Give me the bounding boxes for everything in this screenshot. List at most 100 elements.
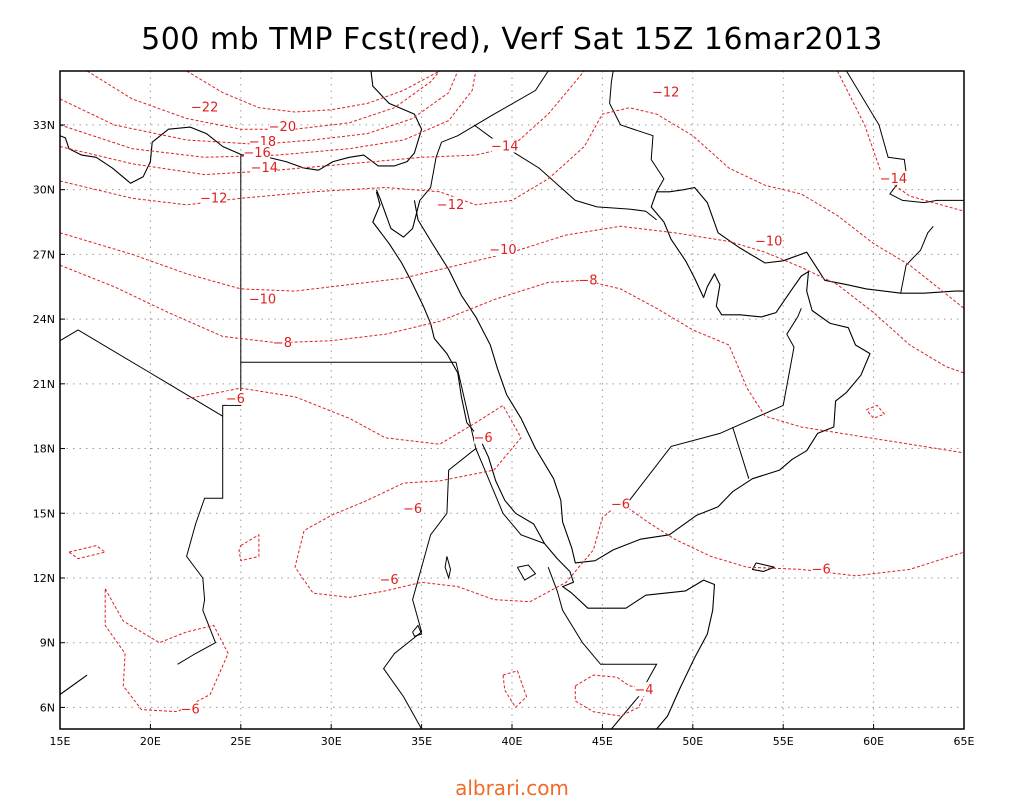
country-border (419, 70, 549, 201)
country-border (629, 308, 802, 501)
contour-label: −12 (437, 198, 464, 213)
coastline (413, 186, 964, 564)
isotherm-contour (574, 674, 649, 717)
contour-label: −6 (379, 573, 398, 588)
contour-label: −6 (226, 392, 245, 407)
contour-label: −6 (812, 562, 831, 577)
contour-label-background (403, 500, 422, 515)
coastline (375, 189, 421, 238)
lon-tick-label: 15E (50, 735, 71, 748)
isotherm-contour (186, 70, 440, 113)
contour-label: −6 (403, 502, 422, 517)
contour-label: −10 (755, 234, 782, 249)
country-border (609, 70, 665, 193)
lat-tick-label: 6N (40, 701, 55, 714)
isotherm-contour (502, 670, 527, 708)
contour-label: −14 (880, 172, 907, 187)
contour-label-background (474, 429, 493, 444)
country-border (900, 225, 934, 294)
lat-tick-label: 21N (33, 378, 55, 391)
lake-outline (412, 624, 423, 637)
contour-label-background (269, 119, 296, 134)
contour-label-background (181, 701, 200, 716)
lat-tick-label: 30N (33, 184, 55, 197)
contour-label-background (191, 99, 218, 114)
map-title: 500 mb TMP Fcst(red), Verf Sat 15Z 16mar… (141, 22, 883, 57)
contour-label-background (226, 390, 245, 405)
country-border (475, 448, 545, 544)
country-border (177, 362, 242, 665)
lat-tick-label: 15N (33, 507, 55, 520)
isotherm-contour (238, 534, 260, 562)
contour-label: −6 (473, 431, 492, 446)
contour-label: −12 (200, 191, 227, 206)
contour-label-background (249, 291, 276, 306)
country-border (382, 362, 477, 730)
coastline (751, 562, 775, 573)
isotherm-contour (104, 588, 229, 713)
lat-tick-label: 33N (33, 119, 55, 132)
contour-label-background (251, 160, 278, 175)
contour-label-layer: −22−20−18−16−14−12−14−12−12−14−10−10−10−… (181, 84, 907, 718)
contour-label: −8 (578, 273, 597, 288)
isotherm-contour (59, 225, 965, 374)
lat-tick-label: 9N (40, 637, 55, 650)
lon-tick-label: 65E (954, 735, 975, 748)
contour-label-background (437, 196, 464, 211)
contour-label: −22 (191, 101, 218, 116)
axis-tick-layer: 15E 20E 25E 30E 35E 40E 45E 50E 55E 60E 65E 6N 9N 12N… (33, 119, 975, 748)
lat-tick-label: 27N (33, 248, 55, 261)
contour-label: −10 (489, 243, 516, 258)
grid-layer (60, 71, 964, 729)
contour-label-background (273, 334, 292, 349)
contour-label-background (611, 496, 630, 511)
contour-label-background (249, 134, 276, 149)
lat-tick-label: 24N (33, 313, 55, 326)
lon-tick-label: 35E (411, 735, 432, 748)
contour-label-background (578, 272, 597, 287)
contour-label: −8 (273, 336, 292, 351)
contour-label: −14 (491, 140, 518, 155)
contour-label-background (200, 190, 227, 205)
lon-tick-label: 25E (230, 735, 251, 748)
contour-label: −14 (251, 161, 278, 176)
lon-tick-label: 45E (592, 735, 613, 748)
contour-label-background (880, 170, 907, 185)
isotherm-contour (59, 70, 585, 176)
lat-tick-label: 18N (33, 443, 55, 456)
country-border (59, 329, 223, 417)
watermark-text: albrari.com (455, 776, 569, 800)
lon-tick-label: 20E (140, 735, 161, 748)
isotherm-contour (836, 70, 965, 212)
isotherm-contour (59, 107, 965, 309)
lon-tick-label: 60E (863, 735, 884, 748)
isotherm-contour (86, 70, 441, 130)
contour-label-background (491, 138, 518, 153)
contour-label: −12 (652, 86, 679, 101)
contour-label-background (244, 144, 271, 159)
isotherm-contour (59, 70, 459, 145)
lake-outline (444, 556, 452, 580)
country-border (240, 155, 456, 363)
contour-label-background (652, 84, 679, 99)
contour-label: −16 (243, 146, 270, 161)
lon-tick-label: 55E (773, 735, 794, 748)
lon-tick-label: 40E (502, 735, 523, 748)
contour-label-background (755, 233, 782, 248)
isotherm-contour (186, 387, 965, 603)
contour-label: −20 (269, 120, 296, 135)
isotherm-contour (59, 70, 477, 158)
contour-label: −4 (634, 683, 653, 698)
lat-tick-label: 12N (33, 572, 55, 585)
isotherm-contour (866, 404, 885, 419)
contour-label-background (489, 242, 516, 257)
contour-label-background (634, 682, 653, 697)
isotherm-contour (68, 545, 106, 560)
lon-tick-label: 30E (321, 735, 342, 748)
isotherm-contour (59, 264, 965, 454)
contour-label: −6 (611, 498, 630, 513)
contour-label: −10 (249, 293, 276, 308)
contour-label-background (380, 572, 399, 587)
lake-outline (516, 564, 537, 581)
